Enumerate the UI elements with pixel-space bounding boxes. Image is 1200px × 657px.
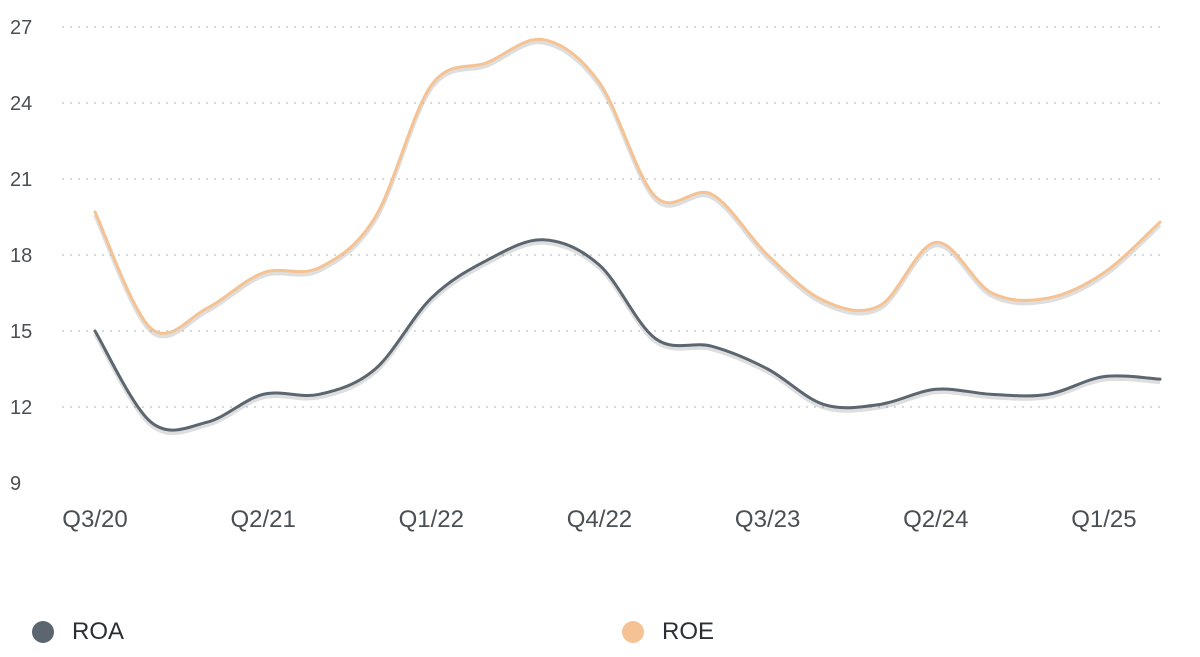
- gridlines: [62, 26, 1165, 408]
- series-line-roa[interactable]: [93, 238, 1162, 432]
- y-tick-label: 21: [10, 169, 32, 191]
- y-tick-label: 15: [10, 321, 32, 343]
- x-tick-label: Q3/20: [62, 506, 127, 533]
- legend-item-roa[interactable]: ROA: [32, 618, 124, 646]
- series-lines: [93, 37, 1162, 435]
- legend-swatch-roe: [622, 621, 644, 643]
- legend-swatch-roa: [32, 621, 54, 643]
- x-tick-label: Q1/25: [1071, 506, 1136, 533]
- x-axis-ticks: Q3/20 Q2/21 Q1/22 Q4/22 Q3/23 Q2/24 Q1/25: [62, 506, 1136, 533]
- legend-item-roe[interactable]: ROE: [622, 618, 714, 646]
- x-tick-label: Q1/22: [399, 506, 464, 533]
- y-tick-label: 12: [10, 397, 32, 419]
- y-tick-label: 18: [10, 245, 32, 267]
- legend-label-roe: ROE: [662, 618, 715, 645]
- series-line-shadow-roa: [93, 240, 1161, 435]
- x-tick-label: Q2/21: [230, 506, 295, 533]
- y-axis-ticks: 9 12 15 18 21 24 27: [10, 17, 32, 495]
- x-tick-label: Q3/23: [735, 506, 800, 533]
- legend: ROA ROE: [0, 608, 1200, 656]
- legend-label-roa: ROA: [72, 618, 125, 645]
- series-line-roe[interactable]: [93, 37, 1162, 335]
- x-tick-label: Q2/24: [903, 506, 968, 533]
- y-tick-label: 27: [10, 17, 32, 39]
- series-line-shadow-roe: [93, 40, 1162, 339]
- y-tick-label: 24: [10, 93, 32, 115]
- y-tick-label: 9: [10, 473, 21, 495]
- x-tick-label: Q4/22: [567, 506, 632, 533]
